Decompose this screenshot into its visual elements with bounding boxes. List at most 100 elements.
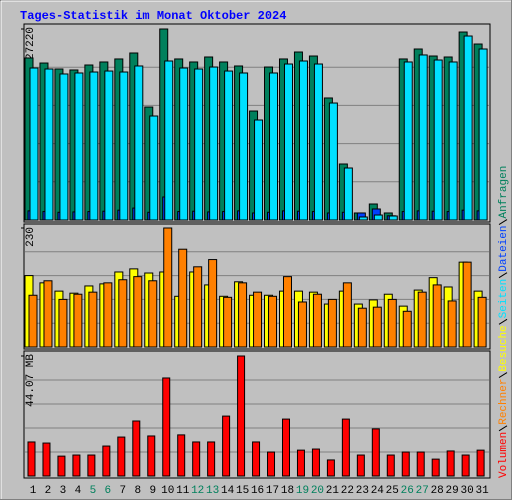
bar: [327, 298, 337, 348]
bar: [462, 261, 472, 348]
x-tick-label: 21: [326, 485, 340, 497]
bar: [208, 259, 218, 348]
bar: [59, 73, 69, 221]
bar: [282, 276, 292, 348]
bar: [222, 415, 231, 477]
bar: [177, 434, 186, 477]
x-tick-label: 17: [266, 485, 279, 497]
x-tick-label: 18: [281, 485, 294, 497]
x-tick-label: 16: [251, 485, 264, 497]
bar: [326, 459, 335, 477]
x-tick-label: 3: [60, 485, 67, 497]
bar: [298, 60, 308, 221]
x-tick-label: 11: [176, 485, 190, 497]
bar: [448, 61, 458, 221]
bar: [387, 298, 397, 348]
bar: [357, 307, 367, 348]
bar: [386, 454, 395, 477]
legend-separator: [498, 318, 508, 325]
bar: [238, 282, 248, 348]
bar: [117, 436, 126, 477]
bar: [118, 279, 128, 348]
bar: [372, 306, 382, 348]
bar: [254, 119, 264, 221]
bar: [57, 455, 66, 477]
x-tick-label: 2: [45, 485, 52, 497]
bar: [87, 454, 96, 477]
bar: [163, 227, 173, 348]
bar: [58, 298, 68, 348]
bar: [164, 60, 174, 221]
bar: [29, 67, 39, 221]
x-tick-label: 1: [30, 485, 37, 497]
x-tick-label: 13: [206, 485, 219, 497]
legend-separator: [498, 272, 508, 279]
bar: [252, 441, 261, 477]
bar: [104, 70, 114, 221]
chart-title: Tages-Statistik im Monat Oktober 2024: [20, 9, 286, 23]
bar: [147, 435, 156, 477]
bar: [43, 280, 53, 348]
legend-separator: [498, 219, 508, 225]
bar: [192, 441, 201, 477]
bar: [268, 295, 278, 348]
x-tick-label: 26: [401, 485, 414, 497]
legend-separator: [498, 425, 508, 432]
legend-entry: Besuche: [498, 325, 510, 371]
bar: [179, 67, 189, 221]
bar: [463, 35, 473, 221]
x-tick-label: 9: [149, 485, 156, 497]
bar: [88, 291, 98, 348]
bar: [418, 54, 428, 221]
x-tick-label: 8: [134, 485, 141, 497]
x-tick-label: 15: [236, 485, 249, 497]
bar: [417, 291, 427, 348]
bar: [341, 418, 350, 477]
x-tick-label: 7: [120, 485, 127, 497]
bar: [132, 420, 141, 477]
bar: [296, 449, 305, 477]
bar: [253, 291, 263, 348]
legend-entry: Dateien: [498, 226, 510, 272]
bar: [237, 355, 246, 477]
bar: [313, 63, 323, 221]
y-tick-label: 230: [25, 227, 37, 247]
bar: [476, 449, 485, 477]
bar: [73, 293, 83, 348]
bar: [343, 167, 353, 221]
bar: [358, 216, 368, 221]
x-tick-label: 19: [296, 485, 309, 497]
x-tick-label: 12: [191, 485, 204, 497]
x-tick-label: 28: [431, 485, 444, 497]
x-tick-label: 31: [475, 485, 489, 497]
bar: [224, 70, 234, 221]
legend-entry: Seiten: [498, 279, 510, 319]
x-tick-label: 14: [221, 485, 235, 497]
bar: [103, 282, 113, 348]
bar: [433, 59, 443, 221]
x-tick-label: 10: [161, 485, 174, 497]
bar: [194, 68, 204, 221]
x-tick-label: 29: [446, 485, 459, 497]
x-tick-label: 5: [90, 485, 97, 497]
bar: [74, 72, 84, 221]
bar: [388, 215, 398, 221]
bar: [42, 442, 51, 477]
bar: [328, 102, 338, 221]
bar: [402, 310, 412, 348]
bar: [133, 276, 143, 348]
y-tick-label: 44.07 MB: [25, 354, 37, 407]
bar: [281, 418, 290, 477]
bar: [432, 284, 442, 348]
bar: [269, 72, 279, 221]
y-tick-label: 27220: [25, 27, 37, 60]
legend-entry: Rechner: [498, 379, 510, 425]
x-tick-label: 6: [105, 485, 112, 497]
legend-separator: [498, 372, 508, 378]
bar: [283, 63, 293, 221]
bar: [162, 377, 171, 477]
bar: [89, 71, 99, 221]
bar: [207, 441, 216, 477]
x-tick-label: 4: [75, 485, 82, 497]
